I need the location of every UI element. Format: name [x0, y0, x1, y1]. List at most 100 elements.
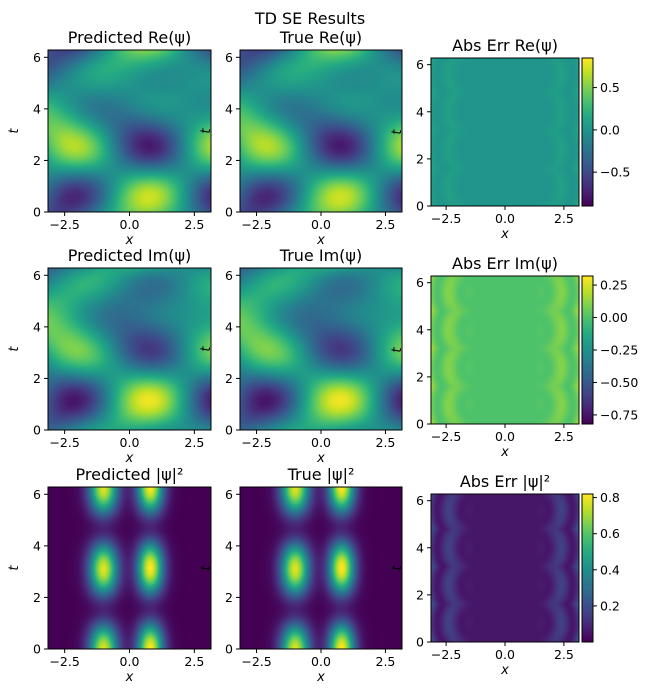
- x-tick-label: 0.0: [311, 435, 331, 450]
- y-tick-label: 6: [33, 487, 41, 502]
- heatmap-panel: Abs Err |ψ|² −2.5 0.0 2.5 0 2 4 6 x t 0.8 0.6 0.4 0.2: [390, 472, 620, 678]
- figure-title: TD SE Results: [254, 9, 365, 28]
- colorbar-tick-label: 0.5: [600, 80, 620, 95]
- x-tick-label: 2.5: [554, 429, 574, 444]
- y-tick-label: 4: [33, 101, 41, 116]
- y-axis-label: t: [7, 565, 22, 571]
- colorbar-gradient: [582, 276, 593, 424]
- heatmap-panel: Predicted |ψ|² −2.5 0.0 2.5 0 2 4 6 x t: [7, 465, 212, 685]
- x-axis-label: x: [125, 670, 134, 685]
- colorbar-frame: [581, 57, 594, 207]
- heatmap-panel: True Re(ψ) −2.5 0.0 2.5 0 2 4 6 x t: [199, 28, 403, 248]
- y-tick-label: 6: [416, 57, 424, 72]
- x-axis-label: x: [125, 451, 134, 466]
- y-tick-label: 0: [225, 423, 233, 438]
- y-axis-label: t: [390, 347, 405, 353]
- heatmap-image: [48, 487, 211, 649]
- x-tick-label: 2.5: [184, 654, 204, 669]
- y-axis-label: t: [390, 129, 405, 135]
- y-tick-label: 2: [225, 590, 233, 605]
- y-tick-label: 0: [225, 205, 233, 220]
- colorbar-tick-label: −0.50: [600, 375, 638, 390]
- x-tick-label: 2.5: [376, 654, 396, 669]
- y-tick-label: 6: [33, 50, 41, 65]
- x-tick-label: −2.5: [431, 647, 461, 662]
- y-tick-label: 4: [416, 322, 424, 337]
- y-tick-label: 2: [33, 371, 41, 386]
- panel-title: Predicted Im(ψ): [68, 246, 192, 265]
- x-tick-label: 0.0: [120, 435, 140, 450]
- heatmap-panel: Abs Err Im(ψ) −2.5 0.0 2.5 0 2 4 6 x t 0.25 0.00 −0.…: [390, 254, 638, 460]
- x-axis-label: x: [316, 670, 325, 685]
- y-tick-label: 2: [33, 153, 41, 168]
- y-tick-label: 6: [225, 268, 233, 283]
- y-axis-label: t: [199, 346, 214, 352]
- y-tick-label: 0: [33, 642, 41, 657]
- colorbar-tick-label: 0.6: [600, 526, 620, 541]
- heatmap-image: [48, 268, 211, 430]
- colorbar-gradient: [582, 494, 593, 642]
- y-tick-label: 4: [416, 540, 424, 555]
- x-axis-label: x: [316, 233, 325, 248]
- y-tick-label: 4: [33, 319, 41, 334]
- x-tick-label: 0.0: [120, 654, 140, 669]
- colorbar-tick-label: 0.0: [600, 122, 620, 137]
- panel-title: Abs Err Re(ψ): [452, 36, 558, 55]
- heatmap-panel: True Im(ψ) −2.5 0.0 2.5 0 2 4 6 x t: [199, 246, 403, 466]
- heatmap-panel: Abs Err Re(ψ) −2.5 0.0 2.5 0 2 4 6 x t 0.5 0.0 −0.5: [390, 36, 630, 242]
- heatmap-image: [48, 50, 211, 212]
- panel-title: Predicted |ψ|²: [76, 465, 184, 484]
- x-tick-label: 0.0: [495, 429, 515, 444]
- x-axis-label: x: [500, 445, 509, 460]
- x-tick-label: −2.5: [49, 435, 79, 450]
- x-axis-label: x: [500, 663, 509, 678]
- panel-title: Abs Err |ψ|²: [460, 472, 550, 491]
- y-tick-label: 4: [416, 104, 424, 119]
- colorbar-gradient: [582, 58, 593, 206]
- y-axis-label: t: [390, 565, 405, 571]
- panel-title: True |ψ|²: [287, 465, 355, 484]
- y-tick-label: 0: [33, 423, 41, 438]
- y-axis-label: t: [7, 346, 22, 352]
- y-tick-label: 0: [416, 635, 424, 650]
- y-tick-label: 0: [416, 199, 424, 214]
- y-tick-label: 4: [33, 538, 41, 553]
- heatmap-panel: Predicted Re(ψ) −2.5 0.0 2.5 0 2 4 6 x t: [7, 28, 212, 248]
- x-tick-label: 2.5: [554, 647, 574, 662]
- y-tick-label: 6: [33, 268, 41, 283]
- x-tick-label: −2.5: [241, 217, 271, 232]
- x-tick-label: 2.5: [554, 211, 574, 226]
- heatmap-image: [240, 50, 402, 212]
- x-axis-label: x: [125, 233, 134, 248]
- x-tick-label: 2.5: [184, 217, 204, 232]
- heatmap-image: [431, 276, 579, 424]
- y-tick-label: 0: [33, 205, 41, 220]
- y-tick-label: 4: [225, 101, 233, 116]
- x-tick-label: −2.5: [49, 217, 79, 232]
- heatmap-image: [240, 487, 402, 649]
- y-tick-label: 2: [416, 587, 424, 602]
- y-tick-label: 0: [225, 642, 233, 657]
- y-axis-label: t: [199, 565, 214, 571]
- x-tick-label: 0.0: [495, 647, 515, 662]
- colorbar-tick-label: 0.8: [600, 490, 620, 505]
- y-tick-label: 6: [416, 275, 424, 290]
- colorbar-tick-label: −0.5: [600, 165, 630, 180]
- colorbar-tick-label: 0.2: [600, 598, 620, 613]
- heatmap-image: [431, 58, 579, 206]
- y-tick-label: 2: [416, 369, 424, 384]
- x-tick-label: 0.0: [311, 217, 331, 232]
- y-tick-label: 4: [225, 538, 233, 553]
- x-tick-label: −2.5: [241, 654, 271, 669]
- y-tick-label: 2: [225, 153, 233, 168]
- y-tick-label: 6: [225, 487, 233, 502]
- x-tick-label: 0.0: [311, 654, 331, 669]
- x-tick-label: 0.0: [495, 211, 515, 226]
- panel-title: True Re(ψ): [279, 28, 362, 47]
- colorbar-frame: [581, 493, 594, 643]
- x-tick-label: 2.5: [376, 435, 396, 450]
- colorbar-tick-label: 0.4: [600, 562, 620, 577]
- y-axis-label: t: [199, 128, 214, 134]
